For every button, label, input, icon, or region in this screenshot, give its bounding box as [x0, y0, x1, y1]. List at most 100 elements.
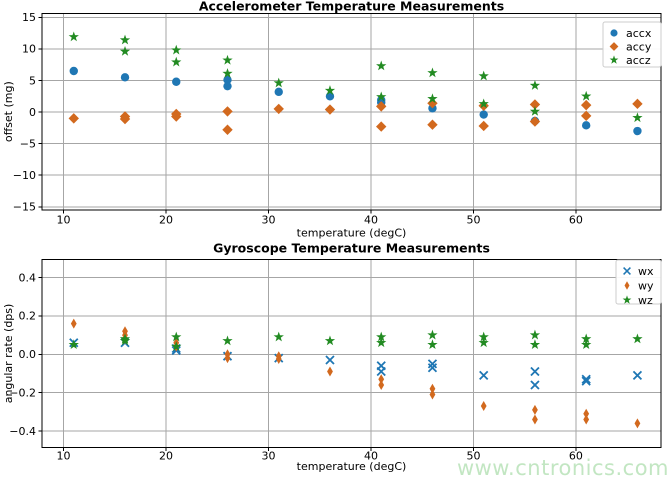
data-point-thin-diamond [327, 366, 333, 377]
data-point-diamond [119, 113, 131, 125]
data-point-diamond [427, 98, 438, 109]
series-accx [69, 66, 642, 136]
legend-label-accx: accx [626, 27, 652, 40]
y-tick-label: 0.2 [19, 310, 37, 323]
data-point-diamond [68, 113, 79, 124]
accelerometer-chart: 10 20 30 40 50 60151050−5−10−15Accelerometer … [2, 0, 662, 240]
data-point-thin-diamond [378, 379, 385, 390]
legend-label-wx: wx [638, 265, 654, 278]
data-point-star [119, 46, 131, 56]
x-tick-label: 60 [569, 450, 583, 463]
data-point-star [376, 91, 387, 102]
data-point-thin-diamond [624, 281, 630, 290]
x-tick-label: 40 [364, 214, 378, 227]
data-point-diamond [609, 42, 619, 51]
x-tick-label: 20 [159, 450, 173, 463]
data-point-circle [581, 121, 591, 130]
data-point-thin-diamond [429, 383, 436, 394]
data-point-star [171, 331, 182, 342]
data-point-star [222, 68, 233, 78]
data-point-star [478, 70, 489, 81]
data-point-diamond [376, 101, 387, 112]
x-tick-label: 40 [364, 450, 378, 463]
data-point-star [478, 331, 489, 342]
data-point-circle [479, 110, 488, 119]
data-point-x [530, 380, 540, 390]
y-tick-label: 15 [22, 11, 36, 24]
chart-title: Accelerometer Temperature Measurements [199, 0, 504, 14]
data-point-circle [325, 92, 335, 101]
data-point-diamond [171, 111, 182, 122]
data-point-star [581, 333, 592, 344]
data-point-star [581, 339, 592, 350]
data-point-circle [274, 87, 283, 97]
data-point-star [478, 98, 489, 109]
data-point-circle [223, 81, 232, 91]
series-accz [68, 31, 643, 123]
data-point-thin-diamond [70, 318, 77, 329]
data-point-star [68, 31, 79, 42]
y-tick-label: 0.4 [19, 271, 37, 284]
data-point-star [427, 93, 438, 104]
x-tick-label: 20 [159, 214, 173, 227]
x-tick-label: 30 [262, 450, 276, 463]
y-tick-label: 5 [29, 74, 36, 87]
data-point-thin-diamond [532, 404, 538, 415]
x-tick-label: 10 [57, 450, 71, 463]
chart-title: Gyroscope Temperature Measurements [213, 241, 490, 256]
legend-label-wy: wy [638, 279, 654, 292]
data-point-x [581, 374, 591, 384]
legend-label-accz: accz [626, 54, 651, 67]
data-point-thin-diamond [429, 389, 436, 400]
data-point-x [632, 370, 643, 381]
data-point-star [376, 331, 387, 342]
data-point-circle [120, 73, 130, 82]
data-point-diamond [427, 119, 438, 130]
y-tick-label: −0.4 [9, 425, 36, 438]
data-point-star [609, 55, 619, 64]
data-point-star [427, 329, 438, 340]
data-point-x [623, 267, 631, 275]
data-point-thin-diamond [634, 418, 641, 429]
data-point-thin-diamond [583, 414, 590, 425]
data-point-thin-diamond [378, 374, 385, 385]
data-point-thin-diamond [224, 353, 231, 364]
data-point-x [376, 366, 386, 377]
data-point-x [581, 376, 591, 386]
data-point-diamond [580, 99, 592, 111]
data-point-star [68, 339, 79, 350]
data-point-diamond [529, 99, 541, 110]
x-tick-label: 50 [467, 214, 481, 227]
data-point-star [478, 337, 489, 348]
data-point-x [325, 355, 335, 365]
x-tick-label: 60 [569, 214, 583, 227]
data-point-circle [69, 66, 78, 76]
series-wx [69, 338, 643, 390]
y-tick-label: 0 [29, 106, 36, 119]
plot-border [41, 259, 662, 448]
data-point-diamond [478, 120, 489, 132]
data-point-star [632, 112, 643, 123]
data-point-circle [633, 126, 642, 136]
data-point-diamond [273, 103, 284, 115]
data-point-star [222, 54, 233, 65]
legend-label-wz: wz [638, 294, 653, 307]
data-point-diamond [529, 116, 541, 127]
series-wz [68, 329, 643, 351]
series-wy [70, 318, 641, 429]
data-point-star [376, 337, 387, 348]
x-tick-label: 30 [262, 214, 276, 227]
data-point-thin-diamond [275, 354, 282, 365]
data-point-star [119, 34, 131, 45]
data-point-x [427, 363, 438, 373]
y-tick-label: −0.2 [9, 386, 36, 399]
data-point-star [171, 56, 182, 67]
data-point-star [581, 90, 592, 101]
y-axis-label: angular rate (dps) [2, 304, 15, 404]
data-point-star [632, 333, 643, 344]
data-point-x [530, 366, 540, 377]
y-tick-label: 10 [22, 43, 36, 56]
